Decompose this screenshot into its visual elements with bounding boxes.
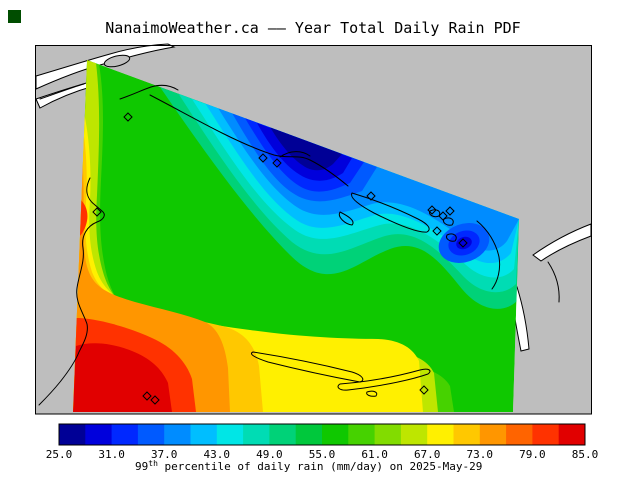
colorbar-tick-label: 85.0 xyxy=(572,448,599,461)
colorbar-swatch xyxy=(164,424,191,445)
colorbar-swatch xyxy=(243,424,270,445)
coastline xyxy=(476,220,501,290)
station-marker-diamond-icon xyxy=(272,158,282,168)
station-marker-diamond-icon xyxy=(419,385,429,395)
caption-body: percentile of daily rain (mm/day) on 202… xyxy=(158,460,483,473)
corner-logo-square xyxy=(8,10,21,23)
colorbar-swatch xyxy=(532,424,560,445)
colorbar-tick-label: 43.0 xyxy=(204,448,231,461)
station-marker-diamond-icon xyxy=(432,226,442,236)
colorbar-tick-label: 31.0 xyxy=(98,448,125,461)
station-marker-diamond-icon xyxy=(150,395,160,405)
coastline xyxy=(38,177,105,406)
colorbar-swatches xyxy=(59,424,586,445)
station-marker-diamond-icon xyxy=(366,191,376,201)
water-channel xyxy=(35,43,176,90)
station-marker-diamond-icon xyxy=(92,207,102,217)
coastline xyxy=(547,261,560,303)
caption-prefix: 99 xyxy=(135,460,148,473)
station-markers xyxy=(92,112,468,405)
colorbar-tick-label: 73.0 xyxy=(467,448,494,461)
colorbar-tick-labels: 25.0 31.0 37.0 43.0 49.0 55.0 61.0 67.0 73.0 79.0… xyxy=(46,448,599,461)
colorbar-swatch xyxy=(59,424,86,445)
caption-superscript: th xyxy=(148,459,158,468)
colorbar-tick-label: 67.0 xyxy=(414,448,441,461)
station-marker-diamond-icon xyxy=(445,206,455,216)
station-marker-diamond-icon xyxy=(438,211,448,221)
colorbar-swatch xyxy=(558,424,586,445)
colorbar-swatch xyxy=(400,424,428,445)
station-marker-diamond-icon xyxy=(258,153,268,163)
coastline xyxy=(446,233,457,242)
map-frame xyxy=(35,45,592,415)
colorbar-swatch xyxy=(137,424,165,445)
contour-band xyxy=(456,236,472,250)
colorbar: 25.0 31.0 37.0 43.0 49.0 55.0 61.0 67.0 73.0 79.0… xyxy=(46,423,599,461)
station-marker-diamond-icon xyxy=(123,112,133,122)
colorbar-swatch xyxy=(216,424,244,445)
island xyxy=(103,54,131,68)
colorbar-tick-label: 49.0 xyxy=(256,448,283,461)
colorbar-swatch xyxy=(322,424,349,445)
contour-band xyxy=(73,343,172,412)
colorbar-swatch xyxy=(374,424,402,445)
coastline xyxy=(351,192,430,233)
colorbar-tick-label: 61.0 xyxy=(361,448,388,461)
colorbar-tick-label: 55.0 xyxy=(309,448,336,461)
colorbar-swatch xyxy=(85,424,113,445)
colorbar-tick-label: 25.0 xyxy=(46,448,73,461)
coastline xyxy=(39,83,85,100)
colorbar-swatch xyxy=(111,424,139,445)
colorbar-swatch xyxy=(295,424,323,445)
coastline xyxy=(279,151,311,158)
coastlines xyxy=(38,83,560,406)
coastline xyxy=(337,368,431,391)
contour-field xyxy=(73,60,519,412)
colorbar-frame xyxy=(58,423,586,446)
colorbar-swatch xyxy=(190,424,218,445)
coastline xyxy=(443,217,454,226)
coastline xyxy=(366,390,378,397)
station-marker-diamond-icon xyxy=(427,205,437,215)
figure-title: NanaimoWeather.ca —— Year Total Daily Ra… xyxy=(105,19,520,37)
station-marker-diamond-icon xyxy=(142,391,152,401)
colorbar-swatch xyxy=(348,424,376,445)
station-marker-diamond-icon xyxy=(458,238,468,248)
map-area xyxy=(35,43,592,415)
coastline xyxy=(149,94,349,187)
coastline xyxy=(119,84,179,100)
colorbar-swatch xyxy=(479,424,507,445)
colorbar-swatch xyxy=(427,424,454,445)
contour-band xyxy=(270,127,342,171)
colorbar-tick-label: 37.0 xyxy=(151,448,178,461)
coastline xyxy=(338,211,354,226)
figure-caption: 99th percentile of daily rain (mm/day) o… xyxy=(135,459,482,473)
colorbar-swatch xyxy=(269,424,297,445)
colorbar-swatch xyxy=(453,424,481,445)
colorbar-tick-label: 79.0 xyxy=(519,448,546,461)
water-inlet xyxy=(532,223,592,262)
colorbar-swatch xyxy=(506,424,533,445)
